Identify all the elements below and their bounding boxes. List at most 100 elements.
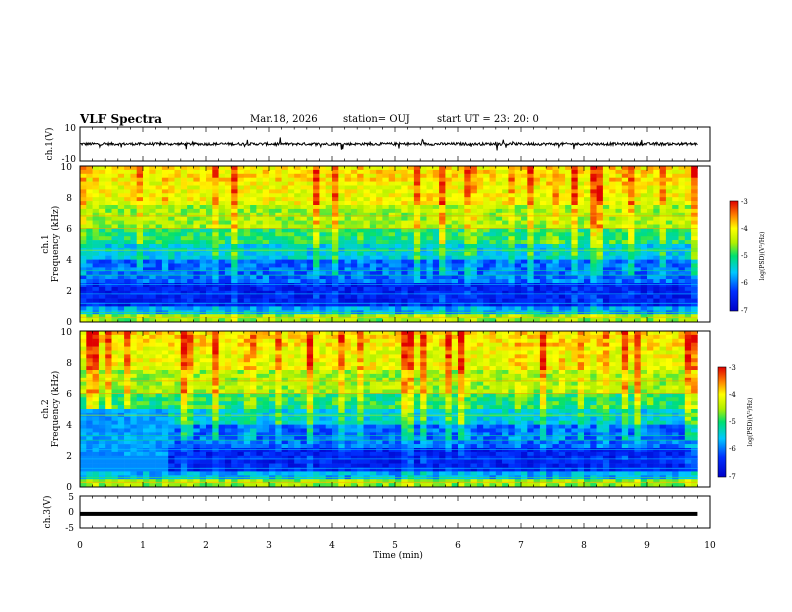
spectrogram-cell [665,267,673,272]
spectrogram-cell [357,228,364,233]
spectrogram-cell [571,290,578,295]
spectrogram-cell [124,240,131,245]
spectrogram-cell [332,185,339,190]
spectrogram-cell [426,318,434,323]
spectrogram-cell [502,236,509,241]
spectrogram-cell [325,350,333,355]
spectrogram-cell [124,232,131,237]
spectrogram-cell [634,205,641,210]
spectrogram-cell [300,354,308,359]
spectrogram-cell [602,173,610,178]
spectrogram-cell [514,181,522,186]
spectrogram-cell [420,255,427,260]
spectrogram-cell [552,212,560,217]
spectrogram-cell [539,189,547,194]
spectrogram-cell [180,354,188,359]
spectrogram-cell [464,302,471,307]
spectrogram-cell [476,197,484,202]
spectrogram-cell [634,255,641,260]
spectrogram-cell [691,212,698,217]
spectrogram-cell [313,193,320,198]
spectrogram-cell [306,318,314,323]
spectrogram-cell [640,181,648,186]
spectrogram-cell [376,185,383,190]
spectrogram-cell [527,236,534,241]
spectrogram-cell [206,334,213,340]
spectrogram-cell [180,283,188,288]
spectrogram-cell [640,294,648,299]
spectrogram-cell [464,232,471,237]
spectrogram-cell [653,342,660,347]
spectrogram-cell [672,251,679,256]
spectrogram-cell [533,306,541,311]
spectrogram-cell [413,228,421,233]
spectrogram-cell [86,306,93,311]
spectrogram-cell [476,220,484,225]
spectrogram-cell [243,271,251,276]
spectrogram-cell [647,342,654,347]
spectrogram-cell [161,224,169,229]
spectrogram-cell [155,346,163,351]
spectrogram-cell [596,331,604,336]
spectrogram-cell [344,350,352,355]
spectrogram-cell [168,205,175,210]
spectrogram-cell [647,181,654,186]
spectrogram-cell [502,216,509,221]
spectrogram-cell [237,220,245,225]
spectrogram-cell [539,216,547,221]
spectrogram-cell [124,181,131,186]
spectrogram-cell [149,251,156,256]
spectrogram-cell [489,314,497,319]
spectrogram-cell [609,197,616,202]
spectrogram-cell [495,228,503,233]
spectrogram-cell [401,318,408,323]
spectrogram-cell [609,306,616,311]
spectrogram-cell [357,306,364,311]
spectrogram-cell [653,298,660,303]
spectrogram-cell [269,197,276,202]
spectrogram-cell [306,201,314,206]
spectrogram-cell [313,283,320,288]
spectrogram-cell [338,350,345,355]
spectrogram-cell [250,279,257,284]
spectrogram-cell [621,346,629,351]
spectrogram-cell [691,338,698,343]
spectrogram-cell [634,263,641,268]
spectrogram-cell [161,267,169,272]
spectrogram-cell [596,283,604,288]
spectrogram-cell [584,197,591,202]
spectrogram-cell [105,169,112,175]
spectrogram-cell [287,251,295,256]
spectrogram-cell [521,173,528,178]
spectrogram-cell [243,259,251,264]
spectrogram-cell [369,240,377,245]
spectrogram-cell [130,346,137,351]
spectrogram-cell [344,318,352,323]
spectrogram-cell [458,185,465,190]
spectrogram-cell [338,181,345,186]
spectrogram-cell [376,251,383,256]
spectrogram-cell [319,173,326,178]
spectrogram-cell [665,298,673,303]
spectrogram-cell [672,346,679,351]
spectrogram-cell [401,362,408,367]
spectrogram-cell [98,279,106,284]
spectrogram-cell [653,251,660,256]
spectrogram-cell [187,244,194,249]
spectrogram-cell [105,236,112,241]
spectrogram-cell [124,251,131,256]
spectrogram-cell [596,212,604,217]
spectrogram-cell [187,228,194,233]
spectrogram-cell [319,314,326,319]
spectrogram-cell [174,216,182,221]
spectrogram-cell [149,224,156,229]
spectrogram-cell [80,346,87,351]
spectrogram-cell [111,228,119,233]
spectrogram-cell [98,259,106,264]
spectrogram-cell [533,283,541,288]
spectrogram-cell [332,331,339,336]
spectrogram-cell [206,216,213,221]
spectrogram-cell [678,255,686,260]
spectrogram-cell [98,173,106,178]
spectrogram-cell [224,290,232,295]
